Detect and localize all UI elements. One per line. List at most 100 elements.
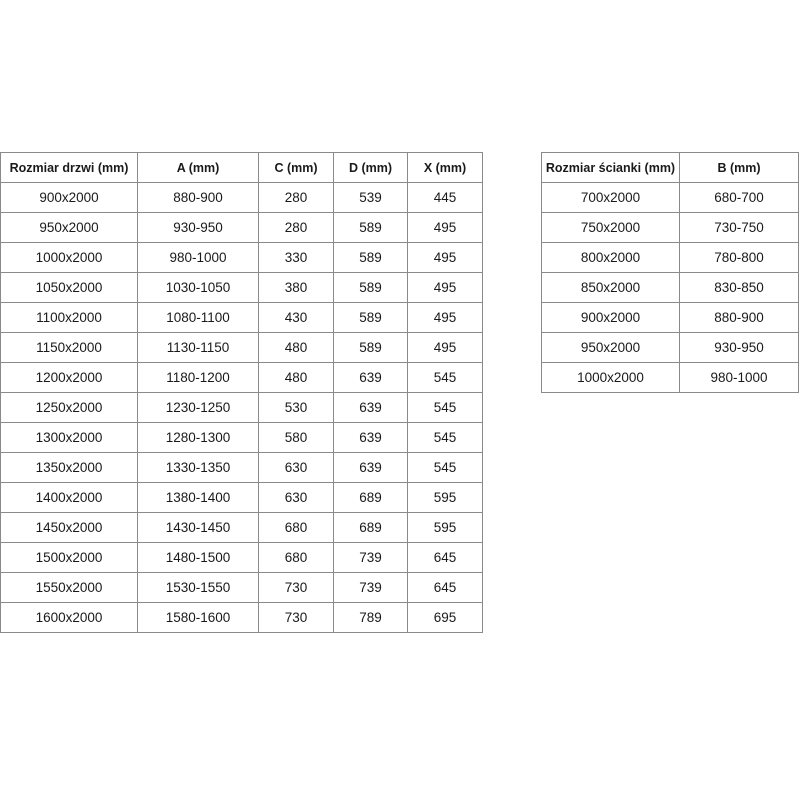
table-row: 950x2000 930-950 <box>541 332 799 363</box>
table-cell: 1050x2000 <box>0 272 138 303</box>
table-row: 950x2000 930-950 280 589 495 <box>0 212 483 243</box>
table-row: 800x2000 780-800 <box>541 242 799 273</box>
table-cell: 980-1000 <box>137 242 259 273</box>
table-cell: 789 <box>333 602 408 633</box>
table-cell: 700x2000 <box>541 182 680 213</box>
table-header-row: Rozmiar ścianki (mm) B (mm) <box>541 152 799 183</box>
table-cell: 645 <box>407 542 483 573</box>
column-header: X (mm) <box>407 152 483 183</box>
table-row: 900x2000 880-900 280 539 445 <box>0 182 483 213</box>
table-cell: 630 <box>258 482 334 513</box>
table-row: 850x2000 830-850 <box>541 272 799 303</box>
table-cell: 880-900 <box>679 302 799 333</box>
table-row: 700x2000 680-700 <box>541 182 799 213</box>
table-row: 750x2000 730-750 <box>541 212 799 243</box>
table-cell: 930-950 <box>137 212 259 243</box>
table-cell: 445 <box>407 182 483 213</box>
table-cell: 1450x2000 <box>0 512 138 543</box>
table-cell: 689 <box>333 482 408 513</box>
table-cell: 589 <box>333 212 408 243</box>
table-cell: 1200x2000 <box>0 362 138 393</box>
table-header-row: Rozmiar drzwi (mm) A (mm) C (mm) D (mm) X (m… <box>0 152 483 183</box>
table-cell: 1030-1050 <box>137 272 259 303</box>
table-cell: 495 <box>407 242 483 273</box>
table-cell: 1330-1350 <box>137 452 259 483</box>
table-cell: 580 <box>258 422 334 453</box>
table-cell: 495 <box>407 212 483 243</box>
table-cell: 639 <box>333 422 408 453</box>
wall-size-table: Rozmiar ścianki (mm) B (mm) 700x2000 680-7… <box>541 152 799 393</box>
table-cell: 480 <box>258 332 334 363</box>
table-row: 1600x2000 1580-1600 730 789 695 <box>0 602 483 633</box>
table-cell: 739 <box>333 572 408 603</box>
column-header: B (mm) <box>679 152 799 183</box>
table-cell: 1300x2000 <box>0 422 138 453</box>
table-cell: 800x2000 <box>541 242 680 273</box>
table-row: 1450x2000 1430-1450 680 689 595 <box>0 512 483 543</box>
table-cell: 530 <box>258 392 334 423</box>
table-row: 1400x2000 1380-1400 630 689 595 <box>0 482 483 513</box>
table-cell: 480 <box>258 362 334 393</box>
table-cell: 639 <box>333 392 408 423</box>
table-cell: 730-750 <box>679 212 799 243</box>
table-cell: 645 <box>407 572 483 603</box>
table-cell: 545 <box>407 362 483 393</box>
table-cell: 680 <box>258 512 334 543</box>
table-cell: 280 <box>258 212 334 243</box>
table-row: 1100x2000 1080-1100 430 589 495 <box>0 302 483 333</box>
table-row: 1200x2000 1180-1200 480 639 545 <box>0 362 483 393</box>
table-cell: 689 <box>333 512 408 543</box>
table-cell: 900x2000 <box>0 182 138 213</box>
table-cell: 1230-1250 <box>137 392 259 423</box>
column-header: C (mm) <box>258 152 334 183</box>
table-cell: 639 <box>333 452 408 483</box>
table-cell: 595 <box>407 512 483 543</box>
table-cell: 1430-1450 <box>137 512 259 543</box>
table-cell: 1000x2000 <box>0 242 138 273</box>
table-cell: 1400x2000 <box>0 482 138 513</box>
table-cell: 595 <box>407 482 483 513</box>
table-cell: 430 <box>258 302 334 333</box>
table-cell: 495 <box>407 272 483 303</box>
table-cell: 545 <box>407 422 483 453</box>
table-cell: 1480-1500 <box>137 542 259 573</box>
table-cell: 730 <box>258 602 334 633</box>
table-row: 1300x2000 1280-1300 580 639 545 <box>0 422 483 453</box>
table-cell: 639 <box>333 362 408 393</box>
column-header: D (mm) <box>333 152 408 183</box>
table-cell: 1350x2000 <box>0 452 138 483</box>
table-cell: 900x2000 <box>541 302 680 333</box>
table-row: 900x2000 880-900 <box>541 302 799 333</box>
column-header: A (mm) <box>137 152 259 183</box>
table-cell: 545 <box>407 392 483 423</box>
table-cell: 539 <box>333 182 408 213</box>
table-cell: 1550x2000 <box>0 572 138 603</box>
table-row: 1500x2000 1480-1500 680 739 645 <box>0 542 483 573</box>
table-cell: 280 <box>258 182 334 213</box>
table-cell: 1280-1300 <box>137 422 259 453</box>
table-row: 1150x2000 1130-1150 480 589 495 <box>0 332 483 363</box>
table-cell: 730 <box>258 572 334 603</box>
table-cell: 380 <box>258 272 334 303</box>
table-cell: 589 <box>333 272 408 303</box>
table-cell: 830-850 <box>679 272 799 303</box>
table-row: 1550x2000 1530-1550 730 739 645 <box>0 572 483 603</box>
table-cell: 1600x2000 <box>0 602 138 633</box>
table-cell: 630 <box>258 452 334 483</box>
table-cell: 589 <box>333 302 408 333</box>
table-cell: 330 <box>258 242 334 273</box>
table-cell: 1250x2000 <box>0 392 138 423</box>
table-cell: 680 <box>258 542 334 573</box>
table-cell: 950x2000 <box>541 332 680 363</box>
table-row: 1000x2000 980-1000 <box>541 362 799 393</box>
door-size-table: Rozmiar drzwi (mm) A (mm) C (mm) D (mm) X (m… <box>0 152 483 633</box>
column-header: Rozmiar drzwi (mm) <box>0 152 138 183</box>
table-cell: 589 <box>333 332 408 363</box>
table-row: 1050x2000 1030-1050 380 589 495 <box>0 272 483 303</box>
table-cell: 1580-1600 <box>137 602 259 633</box>
table-cell: 495 <box>407 302 483 333</box>
table-cell: 950x2000 <box>0 212 138 243</box>
table-cell: 750x2000 <box>541 212 680 243</box>
table-cell: 1180-1200 <box>137 362 259 393</box>
table-cell: 1530-1550 <box>137 572 259 603</box>
